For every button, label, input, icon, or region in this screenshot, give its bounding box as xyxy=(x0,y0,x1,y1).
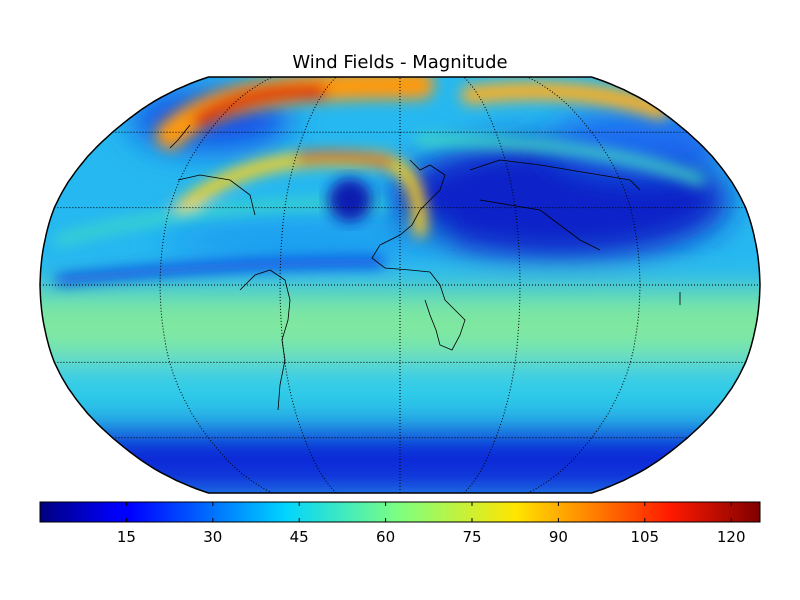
colorbar-tick-label: 45 xyxy=(290,528,309,546)
colorbar-tick-label: 15 xyxy=(117,528,136,546)
colorbar-tick-label: 120 xyxy=(717,528,746,546)
meridian-line xyxy=(279,76,337,494)
coastlines xyxy=(169,124,681,411)
map-boundary xyxy=(39,76,761,494)
colorbar-gradient xyxy=(39,501,761,523)
colorbar-ticks: 15 30 45 60 75 90 105 120 xyxy=(117,502,746,546)
colorbar-tick-label: 30 xyxy=(203,528,222,546)
map-title: Wind Fields - Magnitude xyxy=(292,52,508,73)
colorbar-tick-label: 105 xyxy=(630,528,659,546)
colorbar-tick-label: 75 xyxy=(462,528,481,546)
meridian-line xyxy=(463,76,521,494)
graticule xyxy=(40,76,760,494)
colorbar-tick-label: 90 xyxy=(549,528,568,546)
colorbar-tick-label: 60 xyxy=(376,528,395,546)
